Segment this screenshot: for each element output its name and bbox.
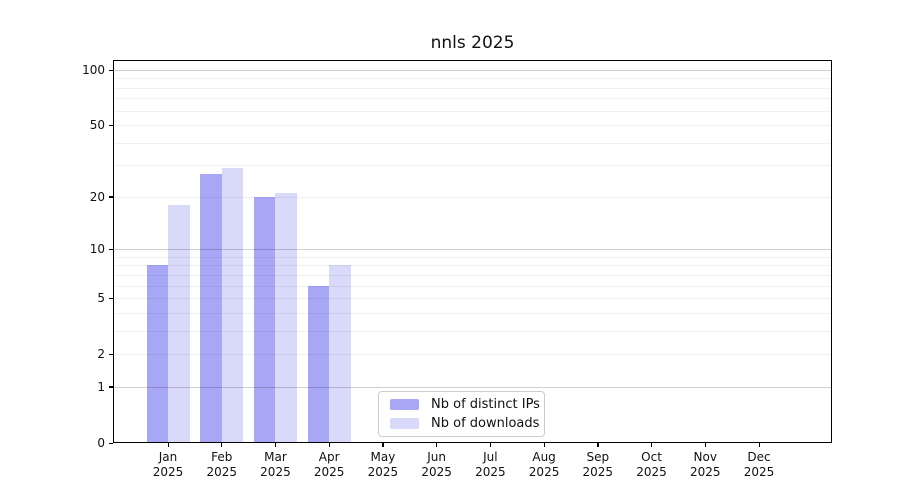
legend-label-distinct-ips: Nb of distinct IPs <box>431 397 540 412</box>
x-tick <box>704 443 706 447</box>
x-tick-label: Sep 2025 <box>570 450 626 480</box>
x-tick <box>597 443 599 447</box>
x-tick-label: Oct 2025 <box>624 450 680 480</box>
minor-gridline <box>113 165 832 167</box>
x-tick-year: 2025 <box>636 465 667 479</box>
x-tick-label: Aug 2025 <box>516 450 572 480</box>
minor-gridline <box>113 330 832 332</box>
x-tick-label: Jul 2025 <box>462 450 518 480</box>
minor-gridline <box>113 256 832 258</box>
minor-gridline <box>113 285 832 287</box>
y-tick <box>109 386 113 388</box>
x-tick-label: Mar 2025 <box>247 450 303 480</box>
x-tick <box>758 443 760 447</box>
major-gridline <box>113 249 832 251</box>
major-gridline <box>113 386 832 388</box>
bar-nb-of-distinct-ips-feb <box>200 173 222 443</box>
x-tick-year: 2025 <box>152 465 184 479</box>
minor-gridline <box>113 87 832 89</box>
x-tick-label: Apr 2025 <box>301 450 357 480</box>
x-tick-year: 2025 <box>689 465 721 479</box>
bar-nb-of-downloads-feb <box>221 168 244 443</box>
y-tick-label: 2 <box>97 347 105 362</box>
legend-item-distinct-ips: Nb of distinct IPs <box>379 397 544 412</box>
x-tick-year: 2025 <box>582 465 614 479</box>
x-tick-year: 2025 <box>475 465 506 479</box>
x-tick <box>436 443 438 447</box>
minor-gridline <box>113 125 832 127</box>
minor-gridline <box>113 298 832 300</box>
bar-nb-of-distinct-ips-mar <box>253 196 276 443</box>
chart-title: nnls 2025 <box>430 33 515 53</box>
bar-nb-of-distinct-ips-jan <box>146 265 168 443</box>
x-tick <box>167 443 169 447</box>
legend-swatch-distinct-ips-icon <box>390 399 419 410</box>
minor-gridline <box>113 265 832 267</box>
bar-nb-of-downloads-jan <box>168 205 190 443</box>
y-tick <box>109 297 113 299</box>
x-tick-label: Jan 2025 <box>140 450 196 480</box>
y-tick <box>109 442 113 444</box>
x-tick-year: 2025 <box>206 465 237 479</box>
minor-gridline <box>113 196 832 198</box>
y-tick-label: 20 <box>89 189 105 204</box>
minor-gridline <box>113 354 832 356</box>
minor-gridline <box>113 274 832 276</box>
x-tick-label: Dec 2025 <box>731 450 787 480</box>
x-tick-label: Feb 2025 <box>194 450 250 480</box>
x-tick-year: 2025 <box>528 465 560 479</box>
y-tick-label: 5 <box>97 291 105 306</box>
x-tick-label: Nov 2025 <box>677 450 733 480</box>
legend-label-downloads: Nb of downloads <box>431 416 540 431</box>
minor-gridline <box>113 142 832 144</box>
y-tick-label: 1 <box>97 379 105 394</box>
x-tick-year: 2025 <box>743 465 775 479</box>
y-tick <box>109 196 113 198</box>
bar-nb-of-distinct-ips-apr <box>307 285 330 443</box>
x-tick <box>382 443 384 447</box>
y-tick <box>109 124 113 126</box>
y-tick <box>109 353 113 355</box>
bar-nb-of-downloads-mar <box>275 193 297 443</box>
major-gridline <box>113 70 832 71</box>
x-tick-year: 2025 <box>313 465 345 479</box>
minor-gridline <box>113 78 832 80</box>
x-tick-year: 2025 <box>260 465 291 479</box>
x-tick-label: May 2025 <box>355 450 411 480</box>
y-tick-label: 0 <box>97 436 105 450</box>
x-tick <box>221 443 223 447</box>
x-tick <box>328 443 330 447</box>
x-tick-label: Jun 2025 <box>409 450 465 480</box>
legend-swatch-downloads-icon <box>390 418 419 429</box>
x-tick-year: 2025 <box>367 465 399 479</box>
x-tick <box>274 443 277 447</box>
bar-nb-of-downloads-apr <box>329 265 351 443</box>
x-tick <box>543 443 545 447</box>
minor-gridline <box>113 98 832 100</box>
y-tick <box>109 69 113 71</box>
minor-gridline <box>113 312 832 314</box>
y-tick-label: 10 <box>89 242 105 257</box>
y-tick-label: 50 <box>89 118 105 133</box>
x-tick <box>651 443 653 447</box>
legend: Nb of distinct IPs Nb of downloads <box>378 391 545 437</box>
y-tick <box>109 248 113 250</box>
legend-item-downloads: Nb of downloads <box>379 416 544 431</box>
x-tick-year: 2025 <box>421 465 452 479</box>
x-tick <box>489 443 492 447</box>
y-tick-label: 100 <box>82 63 105 77</box>
minor-gridline <box>113 110 832 112</box>
